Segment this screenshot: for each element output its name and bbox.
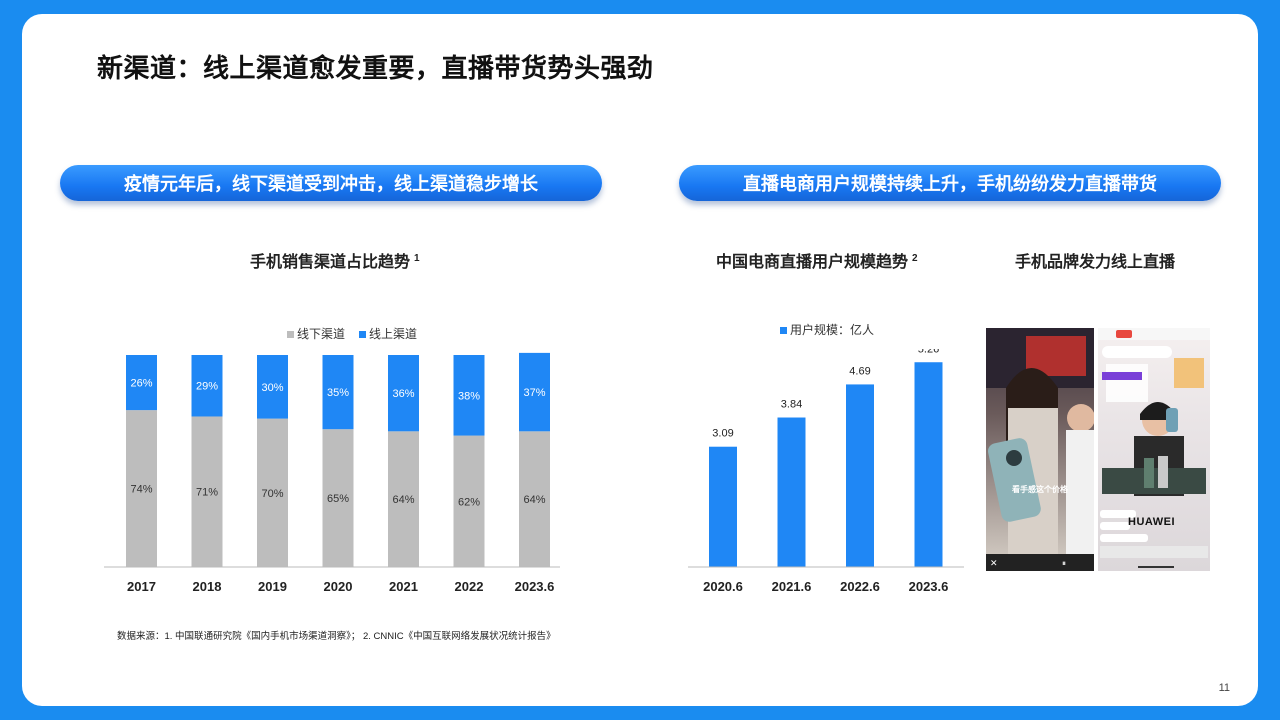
users-value-label: 5.26	[918, 349, 939, 355]
offline-bar	[322, 429, 354, 567]
x-tick-label: 2023.6	[909, 579, 949, 594]
online-value-label: 26%	[130, 378, 152, 390]
channel-chart-legend: 线下渠道 线上渠道	[287, 325, 417, 342]
legend-item-users: 用户规模：亿人	[780, 321, 874, 338]
livestream-chart-title: 中国电商直播用户规模趋势 2	[716, 248, 918, 272]
channel-chart-footnote-mark: 1	[414, 252, 420, 264]
users-bar	[709, 446, 737, 567]
offline-bar	[126, 410, 157, 567]
left-section-banner: 疫情元年后，线下渠道受到冲击，线上渠道稳步增长	[60, 165, 602, 201]
page-title: 新渠道：线上渠道愈发重要，直播带货势头强劲	[97, 53, 654, 83]
slide: 新渠道：线上渠道愈发重要，直播带货势头强劲 疫情元年后，线下渠道受到冲击，线上渠…	[22, 14, 1258, 706]
livestream-left-caption: 看手感这个价格	[1012, 485, 1068, 494]
channel-chart-title-text: 手机销售渠道占比趋势	[250, 254, 411, 271]
online-bar	[453, 355, 485, 436]
livestream-photo-left-art	[986, 328, 1094, 571]
online-bar	[257, 355, 288, 419]
page-number: 11	[1218, 682, 1230, 694]
legend-swatch-offline	[287, 331, 294, 339]
users-bar	[846, 384, 874, 567]
offline-value-label: 64%	[392, 494, 414, 506]
users-value-label: 3.09	[712, 428, 733, 440]
x-tick-label: 2019	[258, 579, 287, 594]
offline-value-label: 65%	[327, 493, 349, 505]
pause-icon[interactable]: ⏸	[1062, 559, 1066, 568]
x-tick-label: 2022.6	[840, 579, 880, 594]
online-bar	[519, 352, 550, 432]
online-bar	[322, 355, 354, 430]
right-section-banner: 直播电商用户规模持续上升，手机纷纷发力直播带货	[679, 165, 1221, 201]
online-value-label: 37%	[523, 387, 545, 399]
offline-bar	[191, 416, 223, 567]
online-bar	[126, 355, 157, 411]
x-tick-label: 2017	[127, 579, 156, 594]
close-icon[interactable]: ✕	[990, 558, 998, 568]
legend-swatch-online	[359, 331, 367, 339]
online-value-label: 35%	[327, 387, 349, 399]
channel-share-chart: 74% 26% 2017 71% 29% 2018 70% 30% 2019 65% 35% 2020…	[104, 352, 560, 594]
livestream-photo-right: HUAWEI	[1098, 328, 1210, 571]
livestream-photo-right-art	[1098, 328, 1210, 568]
offline-value-label: 64%	[523, 494, 545, 506]
legend-item-online: 线上渠道	[359, 325, 417, 342]
users-bar	[777, 417, 806, 567]
legend-label-offline: 线下渠道	[297, 327, 346, 341]
offline-value-label: 70%	[261, 488, 283, 500]
users-value-label: 3.84	[781, 399, 802, 411]
legend-item-offline: 线下渠道	[287, 325, 345, 342]
brand-logo: HUAWEI	[1128, 516, 1175, 528]
x-tick-label: 2021.6	[772, 579, 812, 594]
livestream-chart-footnote-mark: 2	[912, 252, 918, 264]
offline-value-label: 71%	[196, 487, 218, 499]
livestream-users-chart: 3.09 2020.6 3.84 2021.6 4.69 2022.6 5.26 2023.6	[688, 349, 964, 594]
online-bar	[388, 355, 419, 432]
users-bar	[914, 362, 943, 567]
legend-label-users: 用户规模：亿人	[790, 323, 875, 337]
legend-label-online: 线上渠道	[369, 327, 418, 341]
online-value-label: 29%	[196, 381, 218, 393]
online-bar	[191, 355, 223, 417]
x-tick-label: 2020	[324, 579, 353, 594]
online-value-label: 36%	[392, 388, 414, 400]
livestream-chart-title-text: 中国电商直播用户规模趋势	[716, 254, 909, 271]
x-tick-label: 2022	[455, 579, 484, 594]
offline-value-label: 62%	[458, 496, 480, 508]
legend-swatch-users	[780, 327, 787, 335]
x-tick-label: 2021	[389, 579, 418, 594]
offline-bar	[453, 435, 485, 567]
offline-value-label: 74%	[130, 484, 152, 496]
users-value-label: 4.69	[849, 365, 870, 377]
livestream-photo-left: 看手感这个价格 ✕ ⏸	[986, 328, 1094, 571]
offline-bar	[519, 431, 550, 567]
offline-bar	[388, 431, 419, 567]
x-tick-label: 2023.6	[515, 579, 555, 594]
x-tick-label: 2018	[193, 579, 222, 594]
online-value-label: 30%	[261, 382, 283, 394]
source-note: 数据来源：1. 中国联通研究院《国内手机市场渠道洞察》； 2. CNNIC《中国…	[117, 631, 556, 642]
online-value-label: 38%	[458, 390, 480, 402]
x-tick-label: 2020.6	[703, 579, 743, 594]
offline-bar	[257, 418, 288, 567]
livestream-panel-title: 手机品牌发力线上直播	[1015, 254, 1176, 271]
livestream-chart-legend: 用户规模：亿人	[780, 321, 874, 338]
channel-chart-title: 手机销售渠道占比趋势 1	[250, 248, 420, 272]
